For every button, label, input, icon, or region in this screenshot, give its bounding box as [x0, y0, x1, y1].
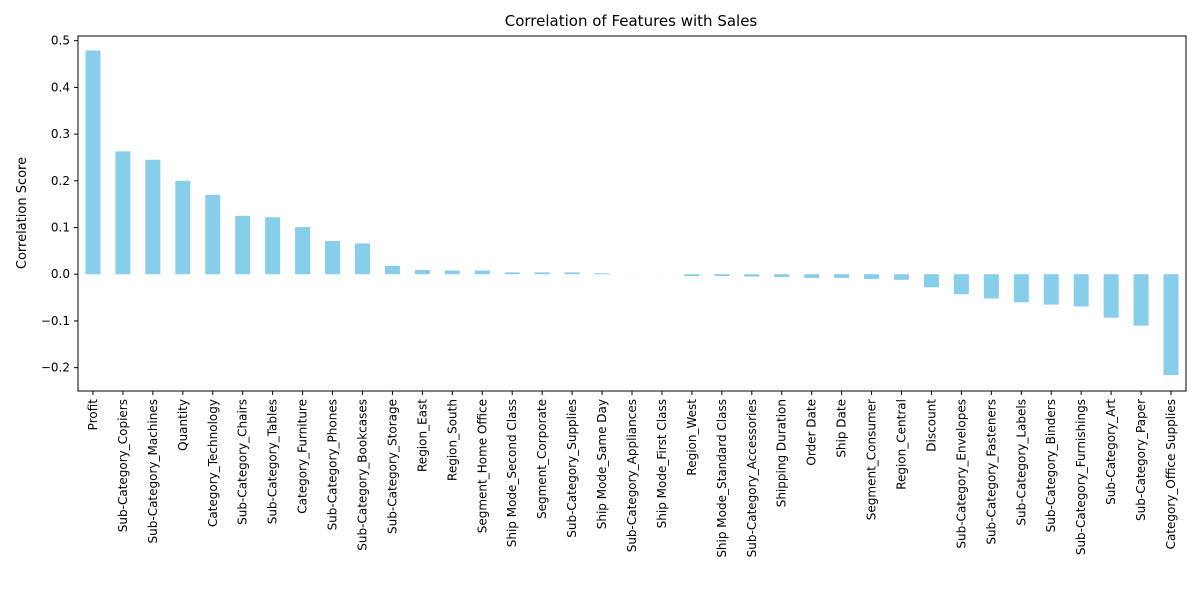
y-tick-label: 0.1 [51, 221, 70, 235]
plot-frame [78, 36, 1186, 391]
x-tick-label: Sub-Category_Supplies [565, 399, 579, 538]
x-tick-label: Discount [924, 399, 938, 452]
x-tick-label: Shipping Duration [775, 399, 789, 507]
x-axis-ticks: Profit Sub-Category_Copiers Sub-Category_M… [86, 391, 1178, 558]
x-tick-label: Category_Furniture [296, 399, 310, 514]
bar-36 [1164, 274, 1179, 375]
bars-layer [85, 50, 1178, 375]
y-tick-label: −0.1 [41, 314, 70, 328]
bar-9 [355, 243, 370, 274]
x-tick-label: Sub-Category_Furnishings [1074, 399, 1088, 555]
x-tick-label: Sub-Category_Accessories [745, 399, 759, 557]
x-tick-label: Segment_Corporate [535, 399, 549, 519]
y-tick-label: −0.2 [41, 361, 70, 375]
bar-26 [864, 274, 879, 279]
y-axis-ticks: −0.2 −0.1 0.0 0.1 0.2 0.3 0.4 0.5 [41, 34, 78, 375]
bar-15 [535, 272, 550, 274]
bar-11 [415, 270, 430, 274]
bar-5 [235, 216, 250, 274]
x-tick-label: Order Date [805, 399, 819, 466]
bar-31 [1014, 274, 1029, 302]
x-tick-label: Sub-Category_Storage [385, 399, 399, 534]
y-tick-label: 0.0 [51, 267, 70, 281]
y-axis-label: Correlation Score [15, 157, 30, 269]
x-tick-label: Ship Mode_Standard Class [715, 399, 729, 558]
x-tick-label: Category_Technology [206, 399, 220, 527]
x-tick-label: Sub-Category_Copiers [116, 399, 130, 532]
bar-28 [924, 274, 939, 287]
bar-35 [1134, 274, 1149, 325]
bar-6 [265, 217, 280, 274]
x-tick-label: Sub-Category_Tables [266, 399, 280, 524]
x-tick-label: Region_Central [895, 399, 909, 490]
bar-32 [1044, 274, 1059, 304]
bar-16 [565, 272, 580, 274]
y-tick-label: 0.5 [51, 34, 70, 48]
bar-17 [595, 273, 610, 274]
x-tick-label: Sub-Category_Phones [326, 399, 340, 530]
bar-12 [445, 270, 460, 274]
x-tick-label: Profit [86, 399, 100, 431]
bar-0 [85, 50, 100, 274]
y-tick-label: 0.3 [51, 127, 70, 141]
x-tick-label: Ship Mode_First Class [655, 399, 669, 528]
x-tick-label: Segment_Home Office [475, 399, 489, 533]
bar-23 [774, 274, 789, 277]
bar-8 [325, 241, 340, 274]
bar-30 [984, 274, 999, 298]
x-tick-label: Quantity [176, 399, 190, 451]
bar-33 [1074, 274, 1089, 306]
x-tick-label: Sub-Category_Paper [1134, 399, 1148, 521]
x-tick-label: Region_West [685, 399, 699, 476]
bar-34 [1104, 274, 1119, 317]
x-tick-label: Sub-Category_Appliances [625, 399, 639, 552]
x-tick-label: Sub-Category_Fasteners [984, 399, 998, 545]
x-tick-label: Sub-Category_Art [1104, 399, 1118, 505]
x-tick-label: Sub-Category_Labels [1014, 399, 1028, 526]
x-tick-label: Ship Mode_Same Day [595, 399, 609, 529]
y-tick-label: 0.4 [51, 80, 70, 94]
bar-7 [295, 227, 310, 274]
bar-29 [954, 274, 969, 294]
x-tick-label: Region_South [445, 399, 459, 481]
x-tick-label: Category_Office Supplies [1164, 399, 1178, 549]
x-tick-label: Sub-Category_Binders [1044, 399, 1058, 532]
x-tick-label: Segment_Consumer [865, 399, 879, 520]
bar-20 [684, 274, 699, 276]
bar-10 [385, 266, 400, 274]
bar-25 [834, 274, 849, 278]
x-tick-label: Sub-Category_Machines [146, 399, 160, 543]
bar-21 [714, 274, 729, 276]
bar-14 [505, 272, 520, 274]
x-tick-label: Ship Mode_Second Class [505, 399, 519, 547]
x-tick-label: Sub-Category_Chairs [236, 399, 250, 525]
bar-22 [744, 274, 759, 276]
x-tick-label: Region_East [415, 399, 429, 472]
bar-24 [804, 274, 819, 278]
y-tick-label: 0.2 [51, 174, 70, 188]
bar-13 [475, 270, 490, 274]
bar-2 [145, 160, 160, 274]
x-tick-label: Ship Date [835, 399, 849, 458]
bar-27 [894, 274, 909, 280]
x-tick-label: Sub-Category_Envelopes [954, 399, 968, 549]
chart-title: Correlation of Features with Sales [505, 12, 758, 30]
x-tick-label: Sub-Category_Bookcases [355, 399, 369, 551]
bar-1 [115, 151, 130, 274]
bar-3 [175, 181, 190, 274]
bar-4 [205, 195, 220, 274]
